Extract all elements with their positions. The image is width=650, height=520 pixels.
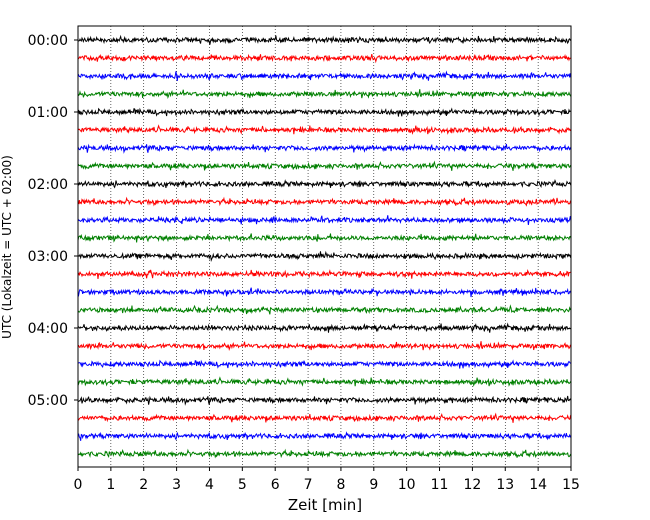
seismogram-trace <box>77 53 572 64</box>
x-tick-label: 3 <box>172 477 181 493</box>
y-tick-label: 04:00 <box>28 321 68 337</box>
seismogram-trace <box>77 431 572 441</box>
seismogram-trace <box>77 143 572 154</box>
y-axis-ticks: 00:00 01:00 02:00 03:00 04:00 05:00 <box>28 33 78 409</box>
seismogram-traces <box>77 34 572 459</box>
seismogram-trace <box>77 287 572 298</box>
seismogram-trace <box>77 124 572 135</box>
seismogram-trace <box>77 448 572 459</box>
x-tick-label: 4 <box>205 477 214 493</box>
seismogram-trace <box>77 250 572 263</box>
seismogram-trace <box>77 215 572 226</box>
seismogram-trace <box>77 304 572 315</box>
seismogram-trace <box>78 395 572 406</box>
x-tick-label: 5 <box>238 477 247 493</box>
seismogram-trace <box>77 233 572 243</box>
seismogram-trace <box>77 34 572 45</box>
y-tick-label: 00:00 <box>28 33 68 49</box>
x-tick-label: 13 <box>496 477 514 493</box>
seismogram-trace <box>77 196 572 207</box>
seismogram-trace <box>77 178 572 189</box>
y-tick-label: 05:00 <box>28 393 68 409</box>
seismogram-trace <box>77 359 572 369</box>
y-axis-label: UTC (Lokalzeit = UTC + 02:00) <box>0 155 14 339</box>
x-tick-label: 12 <box>463 477 481 493</box>
x-tick-label: 1 <box>106 477 115 493</box>
seismogram-trace <box>77 341 572 351</box>
seismogram-trace <box>77 322 572 333</box>
seismogram-trace <box>77 107 572 117</box>
seismogram-trace <box>77 412 572 423</box>
x-axis-label: Zeit [min] <box>288 496 362 514</box>
seismogram-trace <box>77 70 572 81</box>
x-tick-label: 11 <box>431 477 449 493</box>
y-tick-label: 02:00 <box>28 177 68 193</box>
x-tick-label: 14 <box>529 477 547 493</box>
y-tick-label: 03:00 <box>28 249 68 265</box>
plot-frame <box>77 25 572 468</box>
x-tick-label: 2 <box>139 477 148 493</box>
seismogram-trace <box>77 376 572 387</box>
x-tick-label: 0 <box>74 477 83 493</box>
seismogram-trace <box>77 160 572 171</box>
y-tick-label: 01:00 <box>28 105 68 121</box>
x-tick-label: 9 <box>369 477 378 493</box>
x-tick-label: 7 <box>304 477 313 493</box>
seismogram-trace <box>77 89 572 99</box>
x-tick-label: 15 <box>562 477 580 493</box>
x-tick-label: 10 <box>398 477 416 493</box>
x-axis-ticks: 0 1 2 3 4 5 6 7 8 9 10 11 12 13 14 15 <box>74 467 580 493</box>
x-tick-label: 8 <box>336 477 345 493</box>
seismogram-trace <box>77 269 572 280</box>
x-tick-label: 6 <box>271 477 280 493</box>
